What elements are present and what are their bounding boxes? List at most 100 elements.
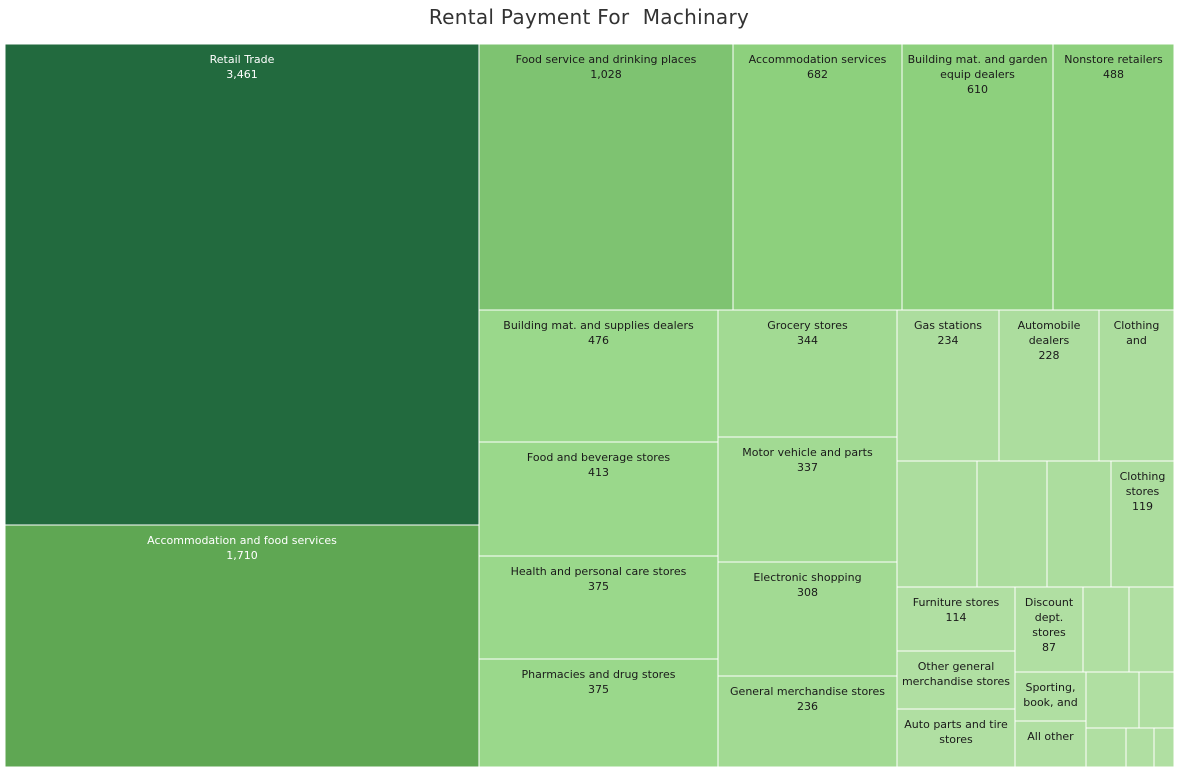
treemap-tile-rect <box>901 43 1054 311</box>
treemap-tile-label: Accommodation services <box>749 53 887 66</box>
treemap-tile-rect <box>1014 586 1084 673</box>
treemap-tile-label: dealers <box>1029 334 1070 347</box>
treemap-tile-electronic-shopping[interactable]: Electronic shopping 308 <box>717 561 898 677</box>
treemap-tile-rect <box>896 309 1000 462</box>
treemap-tile-label: equip dealers <box>940 68 1015 81</box>
treemap-tile-unlabeled-1[interactable] <box>896 460 978 588</box>
treemap-tile-unlabeled-7[interactable] <box>1138 671 1175 729</box>
treemap-tile-rect <box>1128 586 1175 673</box>
treemap-tile-label: and <box>1126 334 1147 347</box>
treemap-tile-building-mat-and-supplies-dealers[interactable]: Building mat. and supplies dealers 476 <box>478 309 719 443</box>
treemap-tile-label: Health and personal care stores <box>511 565 687 578</box>
treemap-tile-label: 375 <box>588 683 609 696</box>
treemap-tile-rect <box>1082 586 1130 673</box>
treemap-tile-label: 234 <box>938 334 959 347</box>
treemap-tile-label: 114 <box>946 611 967 624</box>
treemap-tile-general-merchandise-stores[interactable]: General merchandise stores 236 <box>717 675 898 767</box>
treemap-tile-rect <box>896 586 1016 652</box>
treemap-tile-unlabeled-8[interactable] <box>1085 727 1127 767</box>
chart-title: Rental Payment For Machinary <box>428 5 750 29</box>
treemap-tile-health-and-personal-care-stores[interactable]: Health and personal care stores 375 <box>478 555 719 660</box>
treemap-tile-rect <box>1098 309 1175 462</box>
treemap-tile-label: 413 <box>588 466 609 479</box>
treemap-tile-nonstore-retailers[interactable]: Nonstore retailers 488 <box>1052 43 1175 311</box>
treemap-tile-discount-dept-stores[interactable]: Discount dept. stores 87 <box>1014 586 1084 673</box>
treemap-tile-rect <box>1052 43 1175 311</box>
treemap-tile-label: merchandise stores <box>902 675 1010 688</box>
treemap-tile-label: Food service and drinking places <box>516 53 697 66</box>
treemap-tile-accommodation-and-food-services[interactable]: Accommodation and food services 1,710 <box>4 524 480 767</box>
treemap-tile-label: General merchandise stores <box>730 685 885 698</box>
treemap-tile-furniture-stores[interactable]: Furniture stores 114 <box>896 586 1016 652</box>
treemap-tile-label: 87 <box>1042 641 1056 654</box>
treemap-tile-label: Motor vehicle and parts <box>742 446 873 459</box>
treemap-tile-building-mat-and-garden-equip-dealers[interactable]: Building mat. and garden equip dealers 610 <box>901 43 1054 311</box>
treemap-tile-label: 308 <box>797 586 818 599</box>
treemap-tile-rect <box>1153 727 1175 767</box>
treemap-tile-rect <box>998 309 1100 462</box>
treemap-tile-label: 1,028 <box>590 68 622 81</box>
treemap-tile-grocery-stores[interactable]: Grocery stores 344 <box>717 309 898 438</box>
treemap-tile-label: All other <box>1027 730 1074 743</box>
treemap-tile-rect <box>1085 727 1127 767</box>
treemap-tile-label: book, and <box>1023 696 1078 709</box>
treemap-tile-rect <box>4 43 480 526</box>
treemap-tile-label: 236 <box>797 700 818 713</box>
treemap-tile-all-other[interactable]: All other <box>1014 720 1087 767</box>
treemap-tile-other-general-merchandise-stores[interactable]: Other general merchandise stores <box>896 650 1016 710</box>
treemap-tile-gas-stations[interactable]: Gas stations 234 <box>896 309 1000 462</box>
treemap-tile-label: dept. <box>1035 611 1064 624</box>
treemap-tile-auto-parts-and-tire-stores[interactable]: Auto parts and tire stores <box>896 708 1016 767</box>
treemap-tile-label: Discount <box>1025 596 1074 609</box>
treemap-tile-rect <box>1125 727 1155 767</box>
treemap-tile-label: 476 <box>588 334 609 347</box>
treemap-tile-accommodation-services[interactable]: Accommodation services 682 <box>732 43 903 311</box>
treemap-tile-label: Grocery stores <box>767 319 848 332</box>
treemap-tile-label: Electronic shopping <box>753 571 861 584</box>
treemap-tile-label: Building mat. and garden <box>908 53 1048 66</box>
treemap-tile-unlabeled-3[interactable] <box>1046 460 1112 588</box>
treemap-tile-unlabeled-9[interactable] <box>1125 727 1155 767</box>
treemap-tile-motor-vehicle-and-parts[interactable]: Motor vehicle and parts 337 <box>717 436 898 563</box>
treemap-tile-unlabeled-5[interactable] <box>1128 586 1175 673</box>
treemap-tile-label: Other general <box>918 660 995 673</box>
treemap-tile-label: stores <box>1032 626 1066 639</box>
treemap-tile-food-service-and-drinking-places[interactable]: Food service and drinking places 1,028 <box>478 43 734 311</box>
treemap-tile-clothing-stores[interactable]: Clothing stores 119 <box>1110 460 1175 588</box>
treemap-tile-label: 3,461 <box>226 68 258 81</box>
treemap-tile-rect <box>1014 720 1087 767</box>
treemap-tile-label: Clothing <box>1114 319 1160 332</box>
treemap-tile-pharmacies-and-drug-stores[interactable]: Pharmacies and drug stores 375 <box>478 658 719 767</box>
treemap-tile-label: stores <box>939 733 973 746</box>
treemap-tile-unlabeled-2[interactable] <box>976 460 1048 588</box>
treemap-tile-rect <box>1014 671 1087 722</box>
treemap-tile-rect <box>732 43 903 311</box>
treemap-tile-unlabeled-10[interactable] <box>1153 727 1175 767</box>
treemap-tile-rect <box>717 309 898 438</box>
treemap-tile-label: Furniture stores <box>913 596 1000 609</box>
treemap-tile-rect <box>478 555 719 660</box>
treemap-tile-food-and-beverage-stores[interactable]: Food and beverage stores 413 <box>478 441 719 557</box>
treemap-tile-label: Accommodation and food services <box>147 534 337 547</box>
treemap-tile-unlabeled-6[interactable] <box>1085 671 1140 729</box>
treemap-tile-rect <box>1085 671 1140 729</box>
treemap-tile-rect <box>4 524 480 767</box>
treemap-tile-label: 337 <box>797 461 818 474</box>
treemap-tile-label: 119 <box>1132 500 1153 513</box>
treemap-tile-label: Clothing <box>1120 470 1166 483</box>
treemap-tile-sporting-book-and[interactable]: Sporting, book, and <box>1014 671 1087 722</box>
treemap-tile-rect <box>478 43 734 311</box>
treemap-tile-label: Building mat. and supplies dealers <box>503 319 694 332</box>
treemap-tile-retail-trade[interactable]: Retail Trade 3,461 <box>4 43 480 526</box>
treemap-tile-unlabeled-4[interactable] <box>1082 586 1130 673</box>
treemap-tile-label: Automobile <box>1018 319 1081 332</box>
treemap-tile-label: Retail Trade <box>210 53 275 66</box>
treemap-tile-automobile-dealers[interactable]: Automobile dealers 228 <box>998 309 1100 462</box>
treemap-tile-rect <box>1138 671 1175 729</box>
treemap-tile-rect <box>896 708 1016 767</box>
treemap-tile-clothing-and[interactable]: Clothing and <box>1098 309 1175 462</box>
treemap-tile-rect <box>717 561 898 677</box>
treemap-tile-label: 610 <box>967 83 988 96</box>
treemap-tile-rect <box>1110 460 1175 588</box>
